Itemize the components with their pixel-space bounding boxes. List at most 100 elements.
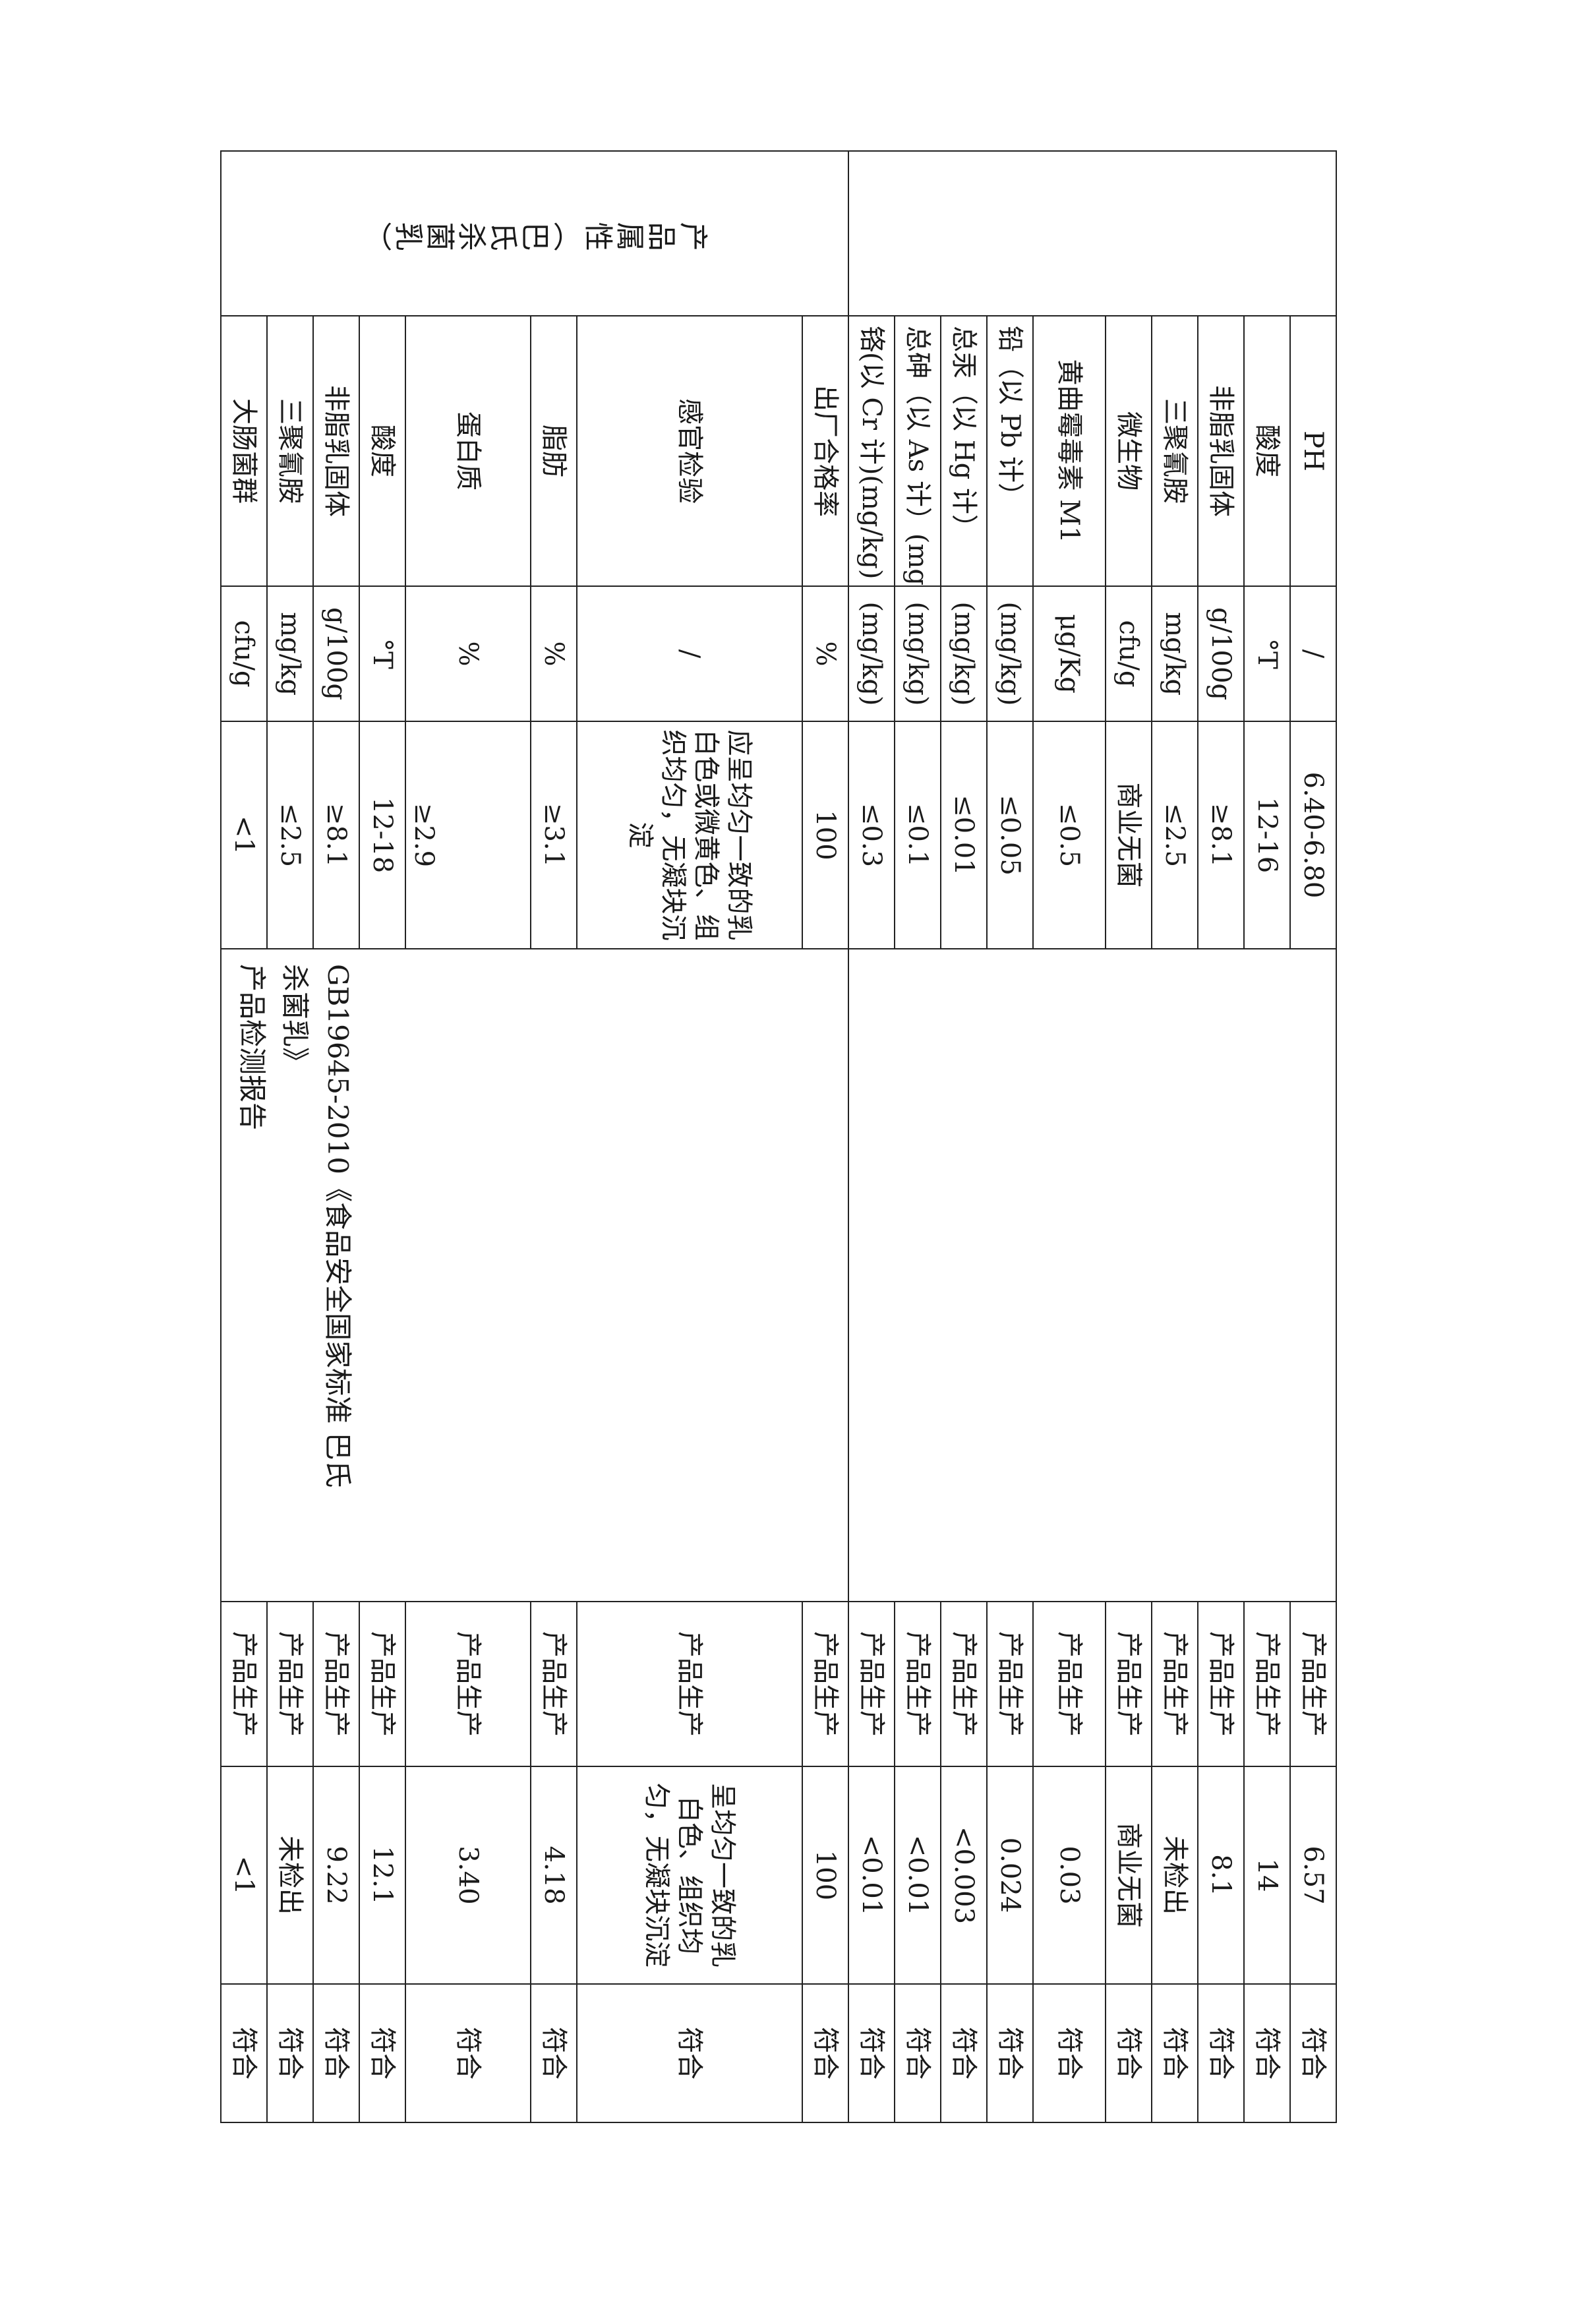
- item-cell: 出厂合格率: [802, 316, 848, 586]
- source-cell: 产品生产: [359, 1602, 405, 1766]
- requirement-cell: ≤2.5: [1152, 721, 1198, 949]
- requirement-cell: 12-18: [359, 721, 405, 949]
- unit-cell: (mg/kg): [895, 586, 941, 721]
- source-cell: 产品生产: [405, 1602, 531, 1766]
- unit-cell: mg/kg: [1152, 586, 1198, 721]
- unit-cell: (mg/kg): [941, 586, 987, 721]
- item-cell: 总汞（以 Hg 计）: [941, 316, 987, 586]
- item-cell: 黄曲霉毒素 M1: [1033, 316, 1106, 586]
- requirement-cell: 12-16: [1244, 721, 1290, 949]
- source-cell: 产品生产: [531, 1602, 577, 1766]
- item-cell: 蛋白质: [405, 316, 531, 586]
- result-cell: 8.1: [1198, 1766, 1244, 1984]
- item-cell: 脂肪: [531, 316, 577, 586]
- item-cell: 总砷（以 As 计）(mg/kg): [895, 316, 941, 586]
- requirement-cell: ≤0.01: [941, 721, 987, 949]
- standard-line-3: 产品检测报告: [236, 964, 269, 1131]
- verdict-cell: 符合: [531, 1984, 577, 2122]
- verdict-cell: 符合: [221, 1984, 267, 2122]
- requirement-cell: ≤0.1: [895, 721, 941, 949]
- verdict-cell: 符合: [359, 1984, 405, 2122]
- item-cell: 微生物: [1106, 316, 1152, 586]
- item-cell: 感官检验: [577, 316, 802, 586]
- verdict-cell: 符合: [1290, 1984, 1336, 2122]
- verdict-cell: 符合: [895, 1984, 941, 2122]
- requirement-cell: ≥2.9: [405, 721, 531, 949]
- verdict-cell: 符合: [848, 1984, 895, 2122]
- source-cell: 产品生产: [1290, 1602, 1336, 1766]
- blank-standard-cell: [848, 949, 1336, 1602]
- unit-cell: (mg/kg): [987, 586, 1033, 721]
- result-cell: 3.40: [405, 1766, 531, 1984]
- unit-cell: %: [531, 586, 577, 721]
- item-cell: PH: [1290, 316, 1336, 586]
- result-cell: 9.22: [313, 1766, 359, 1984]
- item-cell: 酸度: [359, 316, 405, 586]
- result-cell: <1: [221, 1766, 267, 1984]
- unit-cell: %: [802, 586, 848, 721]
- result-cell: 呈均匀一致的乳白色、组织均匀，无凝块沉淀: [577, 1766, 802, 1984]
- source-cell: 产品生产: [987, 1602, 1033, 1766]
- source-cell: 产品生产: [848, 1602, 895, 1766]
- result-cell: 0.024: [987, 1766, 1033, 1984]
- item-cell: 三聚氰胺: [267, 316, 313, 586]
- requirement-cell: ≥8.1: [313, 721, 359, 949]
- requirement-cell: 100: [802, 721, 848, 949]
- unit-cell: μg/Kg: [1033, 586, 1106, 721]
- source-cell: 产品生产: [577, 1602, 802, 1766]
- result-cell: 6.57: [1290, 1766, 1336, 1984]
- item-cell: 非脂乳固体: [1198, 316, 1244, 586]
- result-cell: 4.18: [531, 1766, 577, 1984]
- verdict-cell: 符合: [802, 1984, 848, 2122]
- source-cell: 产品生产: [802, 1602, 848, 1766]
- verdict-cell: 符合: [405, 1984, 531, 2122]
- rotated-report-table: PH / 6.40-6.80 产品生产 6.57 符合 酸度 °T 12-16 …: [221, 150, 1337, 2122]
- table-row: 产品属性（巴氏杀菌乳） 出厂合格率 % 100 GB19645-2010《食品安…: [221, 151, 848, 2122]
- result-cell: <0.003: [941, 1766, 987, 1984]
- requirement-cell: ≤0.3: [848, 721, 895, 949]
- requirement-cell: ≤0.05: [987, 721, 1033, 949]
- item-cell: 铅（以 Pb 计）: [987, 316, 1033, 586]
- result-cell: 未检出: [1152, 1766, 1198, 1984]
- source-cell: 产品生产: [267, 1602, 313, 1766]
- verdict-cell: 符合: [1106, 1984, 1152, 2122]
- source-cell: 产品生产: [1198, 1602, 1244, 1766]
- requirement-cell: ≤0.5: [1033, 721, 1106, 949]
- result-cell: 未检出: [267, 1766, 313, 1984]
- requirement-cell: 6.40-6.80: [1290, 721, 1336, 949]
- inspection-table: PH / 6.40-6.80 产品生产 6.57 符合 酸度 °T 12-16 …: [220, 150, 1337, 2123]
- verdict-cell: 符合: [267, 1984, 313, 2122]
- result-cell: 100: [802, 1766, 848, 1984]
- verdict-cell: 符合: [577, 1984, 802, 2122]
- requirement-cell: <1: [221, 721, 267, 949]
- unit-cell: cfu/g: [1106, 586, 1152, 721]
- source-cell: 产品生产: [221, 1602, 267, 1766]
- source-cell: 产品生产: [313, 1602, 359, 1766]
- standard-line-1: GB19645-2010《食品安全国家标准 巴氏: [322, 964, 355, 1488]
- requirement-cell: ≥8.1: [1198, 721, 1244, 949]
- item-cell: 铬(以 Cr 计)(mg/kg): [848, 316, 895, 586]
- result-cell: 商业无菌: [1106, 1766, 1152, 1984]
- unit-cell: /: [577, 586, 802, 721]
- verdict-cell: 符合: [1152, 1984, 1198, 2122]
- unit-cell: %: [405, 586, 531, 721]
- result-cell: <0.01: [848, 1766, 895, 1984]
- verdict-cell: 符合: [1198, 1984, 1244, 2122]
- result-cell: 0.03: [1033, 1766, 1106, 1984]
- unit-cell: °T: [1244, 586, 1290, 721]
- verdict-cell: 符合: [941, 1984, 987, 2122]
- verdict-cell: 符合: [1244, 1984, 1290, 2122]
- item-cell: 大肠菌群: [221, 316, 267, 586]
- source-cell: 产品生产: [941, 1602, 987, 1766]
- item-cell: 三聚氰胺: [1152, 316, 1198, 586]
- result-cell: <0.01: [895, 1766, 941, 1984]
- source-cell: 产品生产: [1033, 1602, 1106, 1766]
- source-cell: 产品生产: [1106, 1602, 1152, 1766]
- unit-cell: cfu/g: [221, 586, 267, 721]
- unit-cell: °T: [359, 586, 405, 721]
- result-cell: 14: [1244, 1766, 1290, 1984]
- requirement-cell: 应呈均匀一致的乳白色或微黄色、组织均匀，无凝块沉淀: [577, 721, 802, 949]
- requirement-cell: ≤2.5: [267, 721, 313, 949]
- verdict-cell: 符合: [313, 1984, 359, 2122]
- source-cell: 产品生产: [895, 1602, 941, 1766]
